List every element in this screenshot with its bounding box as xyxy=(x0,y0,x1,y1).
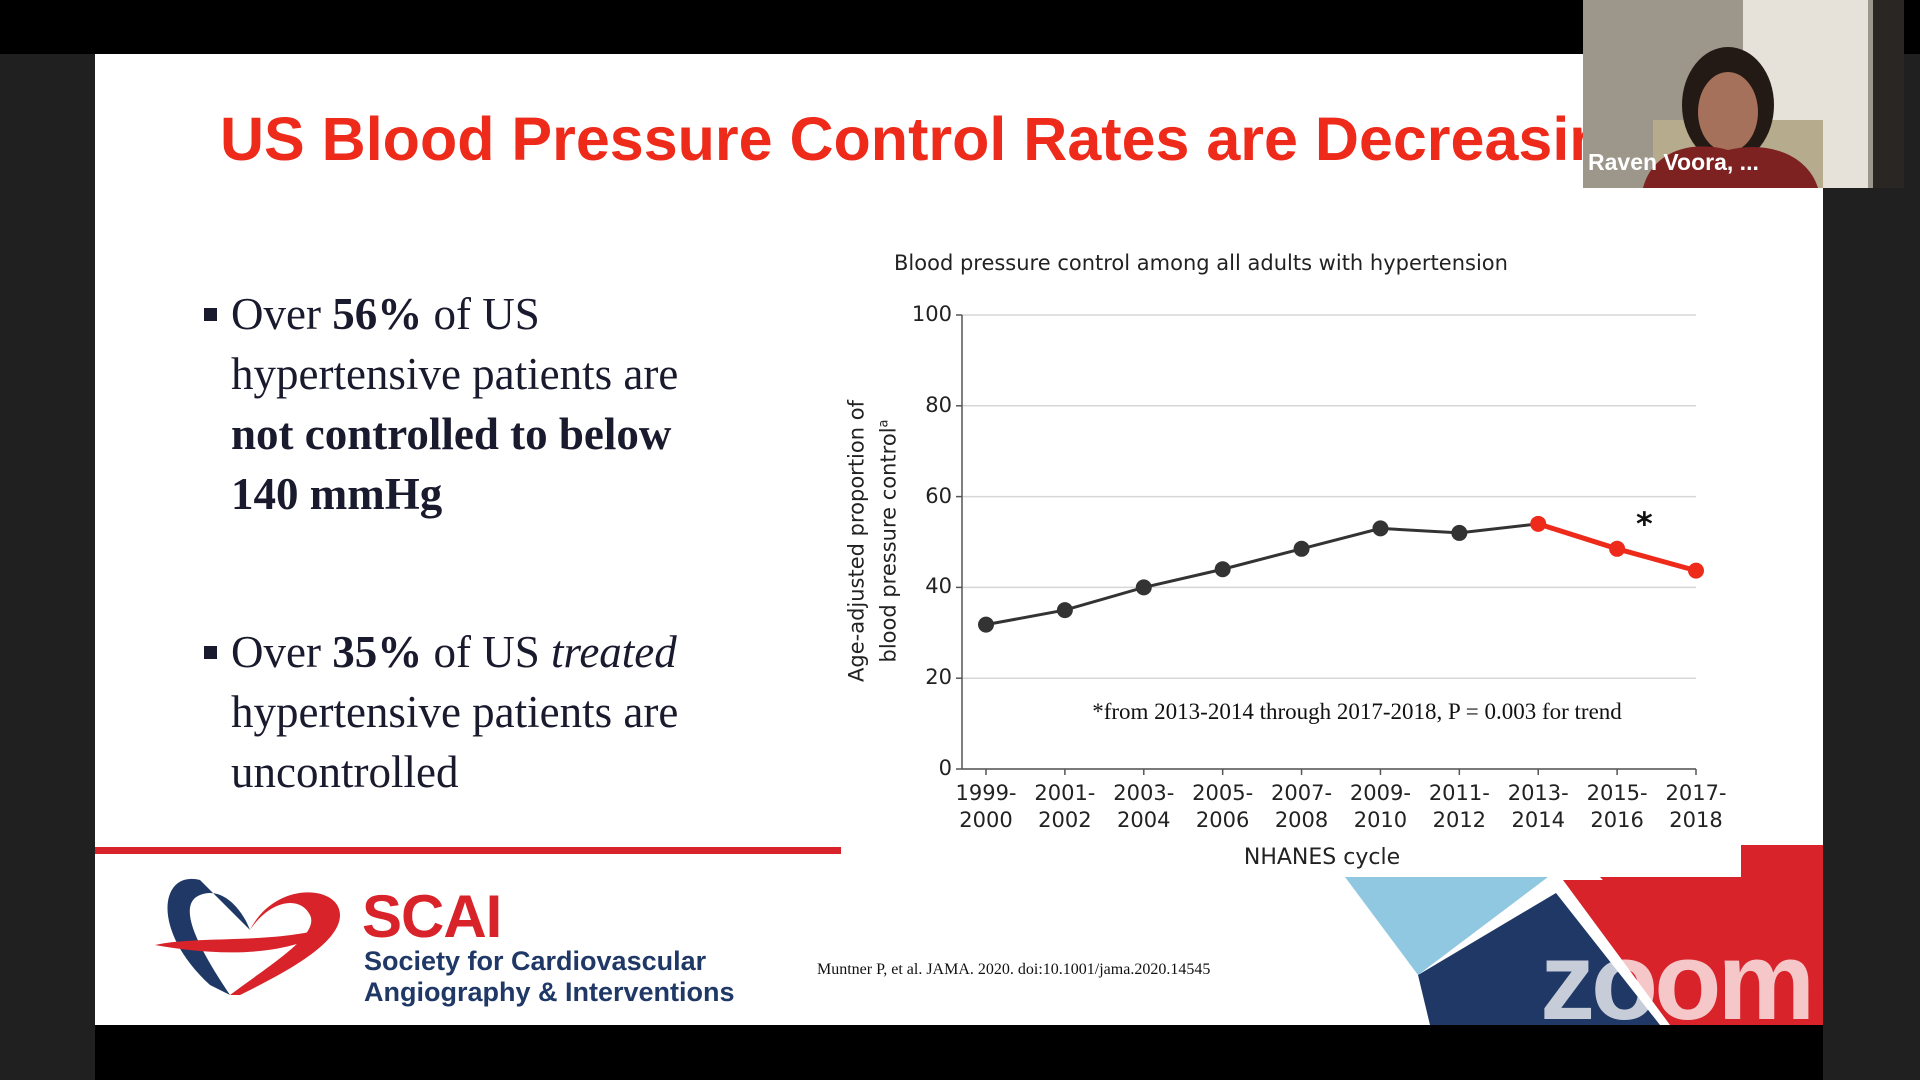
bullet-text: not controlled to below xyxy=(231,409,672,459)
y-tick-label: 20 xyxy=(925,665,952,690)
y-axis-label-sup: a xyxy=(876,419,892,428)
bullet-text: 140 mmHg xyxy=(231,469,443,519)
bullet-text: of US xyxy=(422,627,551,677)
bullet-line: uncontrolled xyxy=(231,746,458,798)
logo-line: Angiography & Interventions xyxy=(364,977,735,1007)
slide-title: US Blood Pressure Control Rates are Decr… xyxy=(220,105,1644,173)
bullet-text: 56% xyxy=(332,289,423,339)
data-point xyxy=(1688,562,1704,579)
slide xyxy=(95,54,1823,1025)
citation: Muntner P, et al. JAMA. 2020. doi:10.100… xyxy=(817,961,1211,978)
participant-video[interactable]: Raven Voora, ... xyxy=(1583,0,1904,188)
data-point xyxy=(1609,540,1626,557)
logo-line: Society for Cardiovascular xyxy=(364,946,707,976)
footer-blue xyxy=(1345,877,1548,975)
x-tick-label: 2013-2014 xyxy=(1507,781,1569,832)
zoom-watermark: zoom xyxy=(1540,920,1815,1043)
chart-note: *from 2013-2014 through 2017-2018, P = 0… xyxy=(1092,699,1622,724)
bullet-marker xyxy=(204,308,217,321)
bullet-line: Over 56% of US xyxy=(231,288,540,340)
y-axis-label: Age-adjusted proportion of blood pressur… xyxy=(844,371,903,711)
y-tick-label: 0 xyxy=(938,756,952,780)
bullet-text: Over xyxy=(231,289,333,339)
bullet-line: hypertensive patients are xyxy=(231,686,678,738)
logo-name: SCAI xyxy=(362,883,502,950)
data-point xyxy=(1056,602,1073,619)
x-tick-label: 2015-2016 xyxy=(1586,781,1648,832)
bullet-text: hypertensive patients are xyxy=(231,687,679,737)
footer-red-2 xyxy=(1563,880,1823,1025)
data-point xyxy=(1372,520,1389,537)
bullet-text: uncontrolled xyxy=(231,747,459,797)
data-point xyxy=(1135,579,1152,596)
x-tick-label: 2003-2004 xyxy=(1113,781,1175,832)
bullet-text: 35% xyxy=(332,627,423,677)
annotation-marker: * xyxy=(1636,505,1653,543)
data-point xyxy=(978,616,994,633)
x-tick-label: 2007-2008 xyxy=(1271,781,1333,832)
footer-navy xyxy=(1418,893,1660,1025)
chart-title: Blood pressure control among all adults … xyxy=(894,251,1508,275)
data-point xyxy=(1214,561,1231,578)
x-tick-label: 2017-2018 xyxy=(1665,781,1727,832)
data-point xyxy=(1451,524,1468,541)
participant-name: Raven Voora, ... xyxy=(1588,149,1759,175)
bullet-text: Over xyxy=(231,627,333,677)
data-line xyxy=(985,522,1539,627)
x-tick-label: 2001-2002 xyxy=(1034,781,1096,832)
x-tick-label: 1999-2000 xyxy=(955,781,1017,832)
y-axis-label-line: Age-adjusted proportion of xyxy=(844,400,869,682)
bullet-line: hypertensive patients are xyxy=(231,348,678,400)
y-tick-label: 80 xyxy=(925,392,952,417)
x-tick-label: 2011-2012 xyxy=(1428,781,1490,832)
bottom-bar xyxy=(95,1025,1823,1080)
data-point xyxy=(1530,515,1547,532)
divider xyxy=(95,847,841,854)
video-frame xyxy=(1583,0,1904,188)
data-point xyxy=(1293,540,1310,557)
bullet-line: 140 mmHg xyxy=(231,468,442,520)
x-axis-label: NHANES cycle xyxy=(1243,845,1401,870)
x-tick-label: 2005-2006 xyxy=(1192,781,1254,832)
x-tick-label: 2009-2010 xyxy=(1349,781,1411,832)
y-tick-label: 40 xyxy=(925,574,952,599)
bullet-text: of US xyxy=(422,289,540,339)
y-tick-label: 60 xyxy=(925,483,952,508)
bullet-line: Over 35% of US treated xyxy=(231,626,677,678)
bullet-text: hypertensive patients are xyxy=(231,349,679,399)
y-tick-label: 100 xyxy=(911,302,952,326)
y-axis-label-line: blood pressure control xyxy=(876,427,901,663)
bullet-text: treated xyxy=(550,627,677,677)
bullet-marker xyxy=(204,646,217,659)
bullet-line: not controlled to below xyxy=(231,408,671,460)
scai-heart xyxy=(155,878,340,995)
